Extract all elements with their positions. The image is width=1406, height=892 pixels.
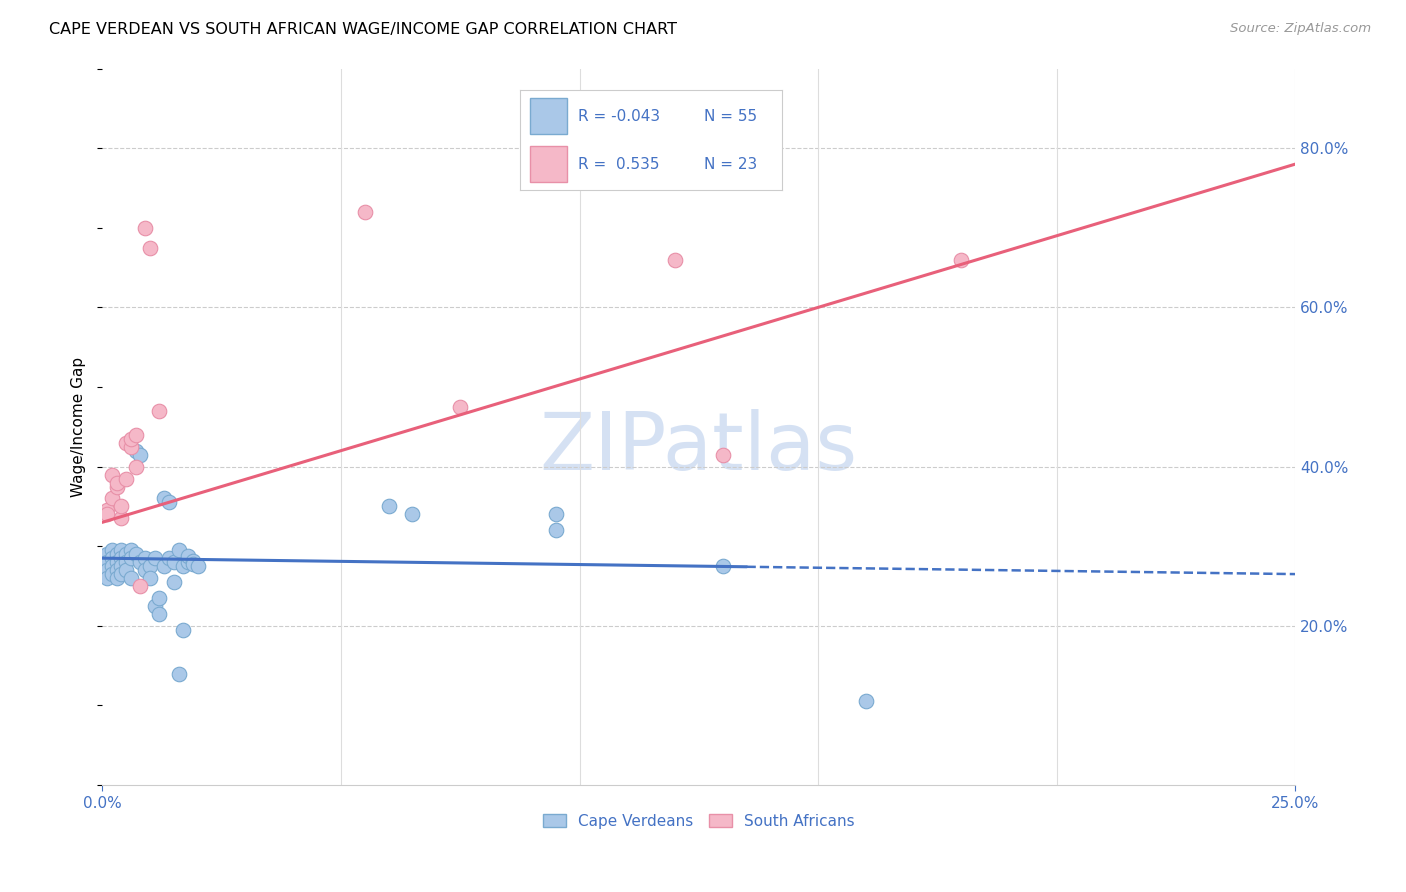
Point xyxy=(100,559,122,574)
Point xyxy=(105,571,128,585)
Legend: Cape Verdeans, South Africans: Cape Verdeans, South Africans xyxy=(537,807,860,835)
Point xyxy=(167,543,190,558)
Point xyxy=(120,543,142,558)
Point xyxy=(120,432,142,446)
Point xyxy=(449,400,471,414)
Point xyxy=(120,551,142,566)
Point xyxy=(139,559,162,574)
Point xyxy=(153,491,176,506)
Point xyxy=(143,599,166,613)
Point xyxy=(96,508,118,522)
Point xyxy=(139,571,162,585)
Point xyxy=(115,555,138,569)
Point xyxy=(96,571,118,585)
Point xyxy=(110,511,132,525)
Point xyxy=(115,547,138,561)
Point xyxy=(401,508,423,522)
Point xyxy=(711,559,734,574)
Y-axis label: Wage/Income Gap: Wage/Income Gap xyxy=(72,357,86,497)
Point xyxy=(100,467,122,482)
Point xyxy=(105,563,128,577)
Point xyxy=(187,559,209,574)
Point xyxy=(115,435,138,450)
Point xyxy=(134,220,156,235)
Point xyxy=(134,563,156,577)
Point xyxy=(110,559,132,574)
Point xyxy=(177,555,200,569)
Point xyxy=(110,543,132,558)
Point xyxy=(172,623,194,637)
Point xyxy=(544,524,567,538)
Point xyxy=(124,547,146,561)
Point xyxy=(129,579,152,593)
Point xyxy=(143,551,166,566)
Point xyxy=(96,547,118,561)
Point xyxy=(172,559,194,574)
Point xyxy=(105,479,128,493)
Point xyxy=(96,503,118,517)
Point xyxy=(181,557,204,571)
Point xyxy=(664,252,686,267)
Point xyxy=(134,551,156,566)
Point xyxy=(120,571,142,585)
Point xyxy=(105,475,128,490)
Point xyxy=(105,555,128,569)
Point xyxy=(129,555,152,569)
Point xyxy=(148,591,170,605)
Point xyxy=(148,404,170,418)
Point xyxy=(163,555,186,569)
Point xyxy=(163,575,186,590)
Point xyxy=(124,427,146,442)
Point xyxy=(177,549,200,563)
Point xyxy=(110,567,132,582)
Point xyxy=(167,666,190,681)
Text: ZIPatlas: ZIPatlas xyxy=(540,409,858,487)
Point xyxy=(120,440,142,454)
Point xyxy=(711,448,734,462)
Point xyxy=(124,443,146,458)
Point xyxy=(124,459,146,474)
Point xyxy=(377,500,399,514)
Point xyxy=(115,472,138,486)
Point xyxy=(181,553,204,567)
Point xyxy=(100,567,122,582)
Point xyxy=(110,500,132,514)
Point xyxy=(96,555,118,569)
Point xyxy=(544,508,567,522)
Point xyxy=(148,607,170,621)
Point xyxy=(115,563,138,577)
Point xyxy=(105,547,128,561)
Point xyxy=(153,559,176,574)
Text: CAPE VERDEAN VS SOUTH AFRICAN WAGE/INCOME GAP CORRELATION CHART: CAPE VERDEAN VS SOUTH AFRICAN WAGE/INCOM… xyxy=(49,22,678,37)
Text: Source: ZipAtlas.com: Source: ZipAtlas.com xyxy=(1230,22,1371,36)
Point xyxy=(157,495,180,509)
Point xyxy=(139,241,162,255)
Point xyxy=(96,563,118,577)
Point xyxy=(855,694,877,708)
Point xyxy=(129,448,152,462)
Point xyxy=(100,551,122,566)
Point xyxy=(157,551,180,566)
Point xyxy=(110,551,132,566)
Point xyxy=(100,543,122,558)
Point xyxy=(353,204,375,219)
Point xyxy=(950,252,973,267)
Point xyxy=(100,491,122,506)
